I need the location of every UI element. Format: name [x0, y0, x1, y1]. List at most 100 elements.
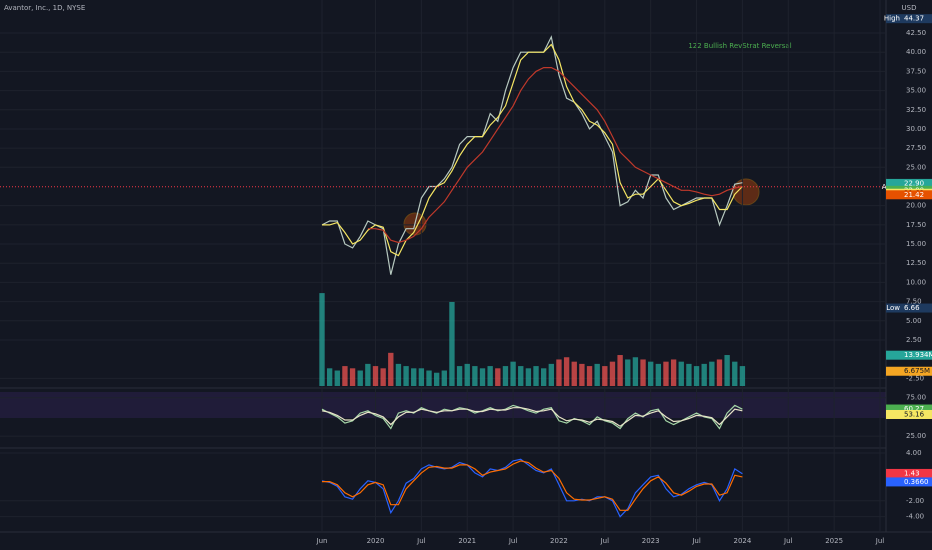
y-tick-label: -2.50: [906, 374, 924, 382]
x-tick-label: 2020: [367, 537, 385, 545]
badge-name: Low: [886, 304, 900, 312]
badge-value: 53.16: [904, 410, 925, 418]
volume-bar: [426, 370, 432, 386]
highlight-circle: [732, 178, 760, 206]
volume-bar: [548, 363, 554, 386]
volume-bar: [686, 363, 692, 386]
series-line: [321, 404, 743, 430]
price-badge: [886, 409, 932, 419]
y-tick-label: 17.50: [906, 221, 926, 229]
y-tick-label: 25.00: [906, 163, 926, 171]
y-tick-label: 25.00: [906, 432, 926, 440]
x-tick-label: 2022: [550, 537, 568, 545]
price-badge: [886, 303, 932, 313]
volume-bar: [655, 363, 662, 386]
volume-bar: [617, 355, 623, 386]
volume-bar: [441, 370, 447, 386]
volume-bar: [693, 366, 700, 386]
y-tick-label: 30.00: [906, 125, 926, 133]
badge-value: 60.27: [904, 405, 924, 413]
series-line: [321, 458, 743, 518]
volume-bar: [349, 368, 356, 386]
volume-bar: [357, 370, 363, 386]
volume-bar: [449, 301, 455, 386]
volume-bar: [724, 355, 730, 386]
volume-bar: [678, 361, 684, 386]
volume-bar: [670, 359, 677, 386]
volume-bar: [579, 363, 585, 386]
series-line: [367, 67, 743, 244]
x-tick-label: Jul: [783, 537, 793, 545]
volume-bar: [632, 357, 639, 386]
volume-bar: [586, 366, 593, 386]
volume-bar: [594, 363, 600, 386]
currency: USD: [902, 4, 917, 12]
y-tick-label: 10.00: [906, 278, 926, 286]
volume-bar: [319, 293, 325, 386]
x-tick-label: Jun: [316, 537, 328, 545]
y-tick-label: -4.00: [906, 513, 924, 521]
price-badge: [886, 477, 932, 487]
volume-bar: [365, 363, 371, 386]
y-tick-label: 40.00: [906, 48, 926, 56]
x-tick-label: Jul: [875, 537, 885, 545]
y-tick-label: -2.00: [906, 497, 924, 505]
volume-bar: [464, 363, 470, 386]
volume-bar: [732, 361, 738, 386]
volume-bar: [609, 361, 616, 386]
annotation: 122 Bullish RevStrat Reversal: [688, 42, 791, 50]
badge-value: 44.37: [904, 15, 924, 23]
y-tick-label: 27.50: [906, 144, 926, 152]
volume-bar: [739, 366, 746, 386]
x-tick-label: 2024: [733, 537, 751, 545]
volume-bar: [571, 361, 577, 386]
y-tick-label: 37.50: [906, 67, 926, 75]
y-tick-label: 12.50: [906, 259, 926, 267]
x-tick-label: 2023: [642, 537, 660, 545]
volume-bar: [563, 357, 570, 386]
volume-bar: [418, 368, 425, 386]
volume-bar: [518, 366, 524, 386]
badge-value: 0.3660: [904, 478, 929, 486]
volume-bar: [342, 366, 348, 386]
badge-value: 6.675M: [904, 367, 930, 375]
badge-value: 6.66: [904, 304, 920, 312]
price-badge: [886, 178, 932, 188]
y-tick-label: 35.00: [906, 87, 926, 95]
price-badge: [886, 190, 932, 200]
volume-bar: [540, 368, 547, 386]
volume-bar: [487, 366, 493, 386]
volume-bar: [701, 363, 707, 386]
price-badge: [886, 14, 932, 24]
volume-bar: [479, 368, 486, 386]
volume-bar: [625, 359, 631, 386]
volume-bar: [403, 366, 409, 386]
series-line: [321, 407, 743, 427]
y-tick-label: 4.00: [906, 449, 922, 457]
x-tick-label: Jul: [691, 537, 701, 545]
volume-bar: [709, 361, 715, 386]
volume-bar: [326, 368, 333, 386]
rsi-band: [0, 392, 886, 418]
volume-bar: [380, 368, 386, 386]
y-tick-label: 7.50: [906, 298, 922, 306]
badge-value: 1.43: [904, 469, 920, 477]
y-tick-label: 32.50: [906, 106, 926, 114]
badge-value: 13.934M: [904, 351, 932, 359]
badge-value: 22.90: [904, 179, 924, 187]
x-tick-label: Jul: [508, 537, 518, 545]
price-badge: [886, 350, 932, 360]
volume-bar: [663, 361, 669, 386]
volume-bar: [372, 366, 379, 386]
series-line: [322, 460, 743, 511]
volume-bar: [602, 366, 608, 386]
symbol-title: Avantor, Inc., 1D, NYSE: [4, 4, 85, 12]
volume-bar: [716, 359, 723, 386]
volume-bar: [433, 372, 440, 386]
volume-bar: [456, 366, 463, 386]
volume-bar: [556, 359, 562, 386]
badge-name: High: [884, 15, 900, 23]
volume-bar: [525, 368, 532, 386]
volume-bar: [411, 368, 417, 386]
